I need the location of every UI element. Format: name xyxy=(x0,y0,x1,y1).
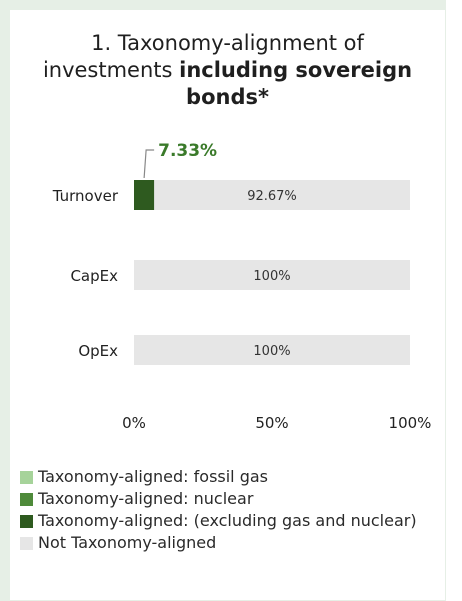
legend-item-taxonomy-aligned-nuclear: Taxonomy-aligned: nuclear xyxy=(20,488,445,510)
legend-swatch xyxy=(20,493,33,506)
x-tick-label-2: 100% xyxy=(389,414,432,432)
legend: Taxonomy-aligned: fossil gas Taxonomy-ali… xyxy=(20,466,445,554)
legend-label: Taxonomy-aligned: fossil gas xyxy=(38,467,269,486)
data-label-not-aligned-opex: 100% xyxy=(253,344,290,359)
callout-leader-turnover xyxy=(143,149,155,179)
category-label-opex: OpEx xyxy=(78,342,118,360)
legend-item-taxonomy-aligned-fossil-gas: Taxonomy-aligned: fossil gas xyxy=(20,466,445,488)
legend-label: Not Taxonomy-aligned xyxy=(38,533,217,552)
bar-turnover-not-taxonomy-aligned xyxy=(154,180,410,210)
legend-swatch xyxy=(20,537,33,550)
legend-swatch xyxy=(20,515,33,528)
legend-item-taxonomy-aligned-excluding-gas-and-nuclear: Taxonomy-aligned: (excluding gas and nuc… xyxy=(20,510,445,532)
bar-chart: Turnover 92.67% 7.33% CapEx 100% OpEx 100% 0% 50… xyxy=(52,141,432,432)
legend-label: Taxonomy-aligned: nuclear xyxy=(38,489,254,508)
title-line-2-bold: including sovereign xyxy=(179,58,413,82)
x-tick-label-1: 50% xyxy=(255,414,288,432)
category-label-capex: CapEx xyxy=(70,267,118,285)
data-label-not-aligned-turnover: 92.67% xyxy=(247,189,297,204)
x-tick-label-0: 0% xyxy=(122,414,146,432)
chart-card: 1. Taxonomy-alignment of investments inc… xyxy=(10,10,445,600)
title-line-3-bold: bonds* xyxy=(186,85,269,109)
legend-label: Taxonomy-aligned: (excluding gas and nuc… xyxy=(38,511,417,530)
bar-capex-not-taxonomy-aligned xyxy=(134,260,410,290)
category-label-turnover: Turnover xyxy=(52,187,119,205)
bar-turnover-taxonomy-aligned-excluding-gas-and-nuclear xyxy=(134,180,155,210)
title-line-1: 1. Taxonomy-alignment of xyxy=(91,31,364,55)
title-line-2-plain: investments xyxy=(42,58,180,82)
legend-item-not-taxonomy-aligned: Not Taxonomy-aligned xyxy=(20,532,445,554)
data-label-aligned-turnover: 7.33% xyxy=(158,141,217,161)
legend-swatch xyxy=(20,471,33,484)
data-label-not-aligned-capex: 100% xyxy=(253,269,290,284)
bar-opex-not-taxonomy-aligned xyxy=(134,335,410,365)
